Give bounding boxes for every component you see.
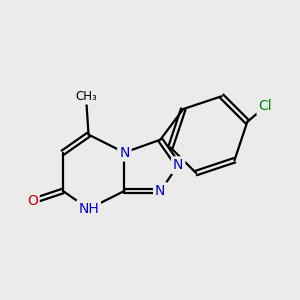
Text: N: N (155, 184, 165, 198)
Text: Cl: Cl (258, 100, 272, 113)
Text: N: N (119, 146, 130, 160)
Text: NH: NH (78, 202, 99, 216)
Text: O: O (27, 194, 38, 208)
Text: CH₃: CH₃ (75, 90, 97, 103)
Text: N: N (173, 158, 183, 172)
